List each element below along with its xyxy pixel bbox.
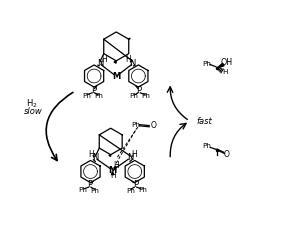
Polygon shape [112,172,114,175]
Text: OH: OH [221,58,233,67]
Text: Ph: Ph [131,122,140,128]
Text: fast: fast [197,116,213,126]
Text: N: N [97,59,103,68]
Text: Ph: Ph [79,187,87,193]
Text: H: H [113,161,119,170]
Text: Ph: Ph [94,93,103,99]
Text: H: H [101,55,107,64]
Text: Ph: Ph [129,93,138,99]
Text: slow: slow [23,107,42,116]
Text: H: H [125,55,131,64]
Text: P: P [133,180,138,189]
Text: Ph: Ph [142,93,150,99]
Text: Ph: Ph [82,93,91,99]
Polygon shape [109,155,111,157]
Text: H: H [110,171,115,180]
Text: Ph: Ph [126,188,135,194]
Text: N: N [92,153,98,162]
Polygon shape [114,61,116,63]
Text: Ph: Ph [202,61,211,67]
Text: O: O [223,150,229,159]
Text: P: P [136,86,142,95]
Text: Ph: Ph [138,187,147,193]
Text: M: M [108,166,117,175]
Polygon shape [217,63,224,68]
Text: O: O [151,121,156,130]
Text: H: H [131,150,137,159]
Text: P: P [87,180,92,189]
Text: H: H [88,150,94,159]
Text: Ph: Ph [203,143,211,149]
Text: N: N [129,59,136,68]
Text: H: H [222,69,227,76]
Text: N: N [127,153,133,162]
Text: M: M [112,72,120,81]
Text: H$_2$: H$_2$ [27,98,38,110]
Text: Ph: Ph [91,188,100,194]
Text: P: P [91,86,96,95]
